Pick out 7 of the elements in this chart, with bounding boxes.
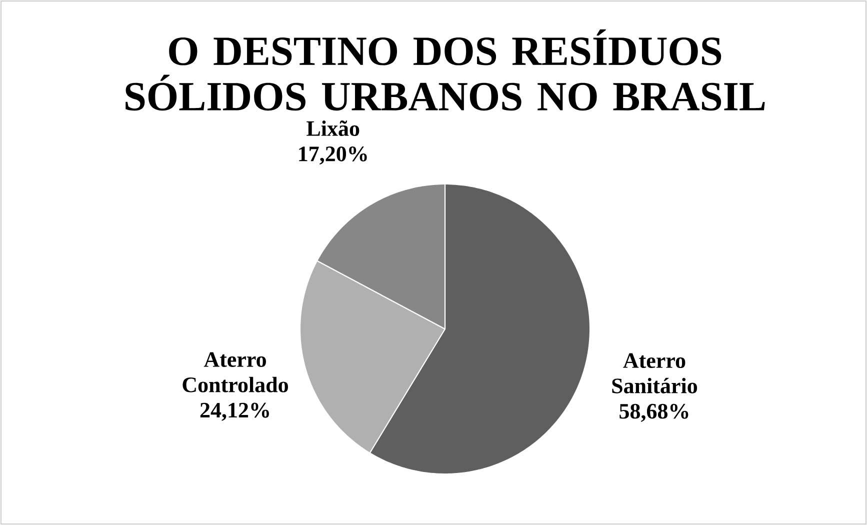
data-label: 17,20% xyxy=(299,146,367,165)
slice-label: Aterro Controlado xyxy=(182,352,288,392)
data-label: 58,68% xyxy=(620,404,688,422)
data-label: 24,12% xyxy=(200,402,269,421)
chart-title: O DESTINO DOS RESÍDUOS SÓLIDOS URBANOS NO BRASIL xyxy=(126,29,765,111)
slice-label: Aterro Sanitário xyxy=(612,353,698,394)
slice-label: Lixão xyxy=(306,120,360,136)
